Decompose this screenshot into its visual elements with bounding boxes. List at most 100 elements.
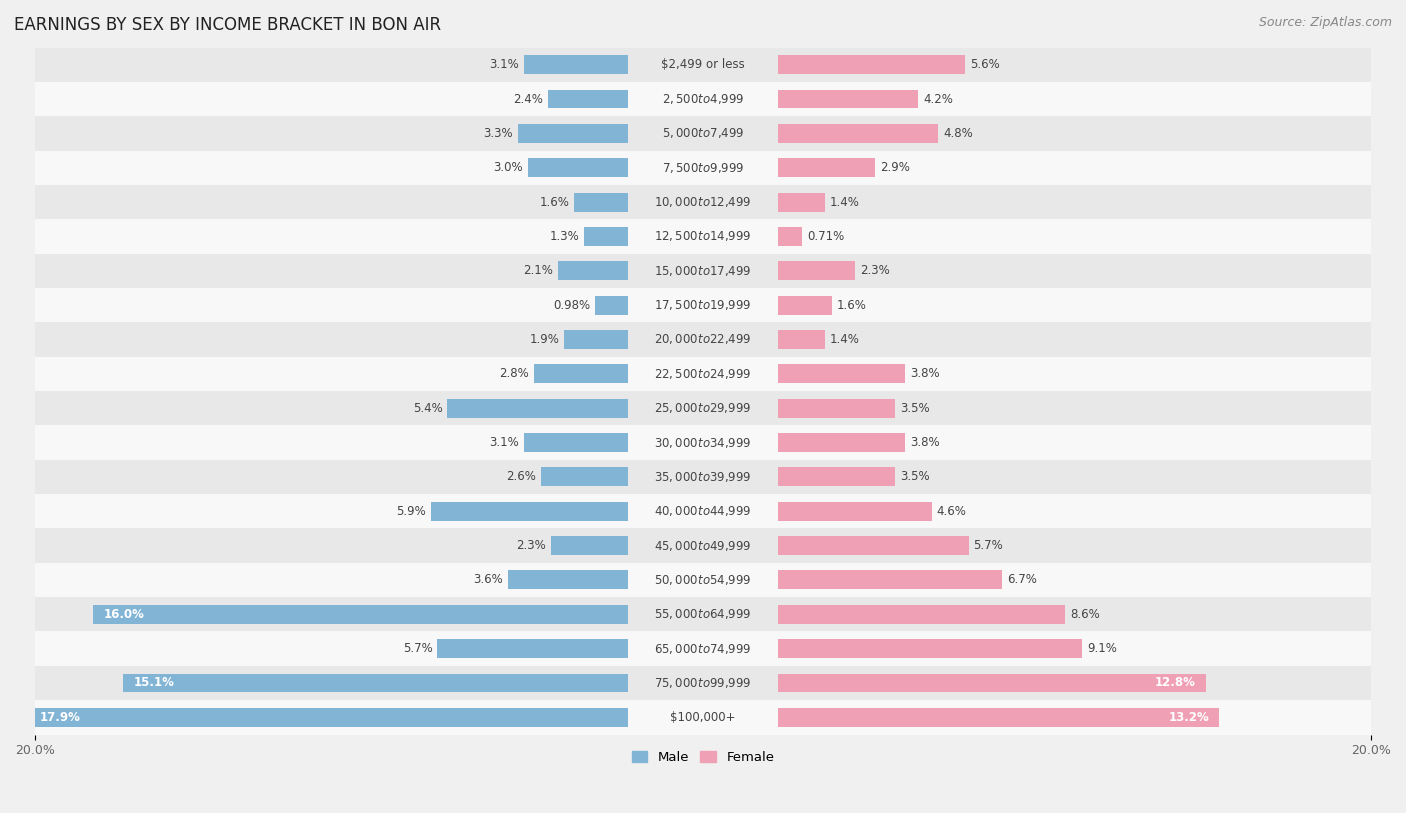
Bar	[564, 330, 628, 349]
Text: 4.6%: 4.6%	[936, 505, 967, 518]
Text: 16.0%: 16.0%	[104, 608, 145, 621]
Text: 3.1%: 3.1%	[489, 436, 519, 449]
Text: $100,000+: $100,000+	[671, 711, 735, 724]
Text: 1.4%: 1.4%	[830, 196, 860, 209]
Text: 3.5%: 3.5%	[900, 471, 929, 484]
Bar	[551, 536, 628, 555]
Bar	[778, 296, 831, 315]
Bar	[527, 159, 628, 177]
Bar	[778, 639, 1083, 658]
Bar	[778, 398, 896, 418]
Bar	[447, 398, 628, 418]
Text: $40,000 to $44,999: $40,000 to $44,999	[654, 504, 752, 518]
Legend: Male, Female: Male, Female	[626, 746, 780, 769]
Bar	[124, 673, 628, 693]
Bar	[628, 632, 778, 666]
Text: $15,000 to $17,499: $15,000 to $17,499	[654, 263, 752, 278]
Text: EARNINGS BY SEX BY INCOME BRACKET IN BON AIR: EARNINGS BY SEX BY INCOME BRACKET IN BON…	[14, 16, 441, 34]
Bar	[778, 571, 1002, 589]
Text: 3.6%: 3.6%	[472, 573, 502, 586]
Text: $22,500 to $24,999: $22,500 to $24,999	[654, 367, 752, 380]
Bar	[778, 330, 825, 349]
Bar	[628, 47, 778, 82]
Text: $75,000 to $99,999: $75,000 to $99,999	[654, 676, 752, 690]
Bar	[35, 185, 1371, 220]
Bar	[628, 391, 778, 425]
Bar	[628, 357, 778, 391]
Bar	[778, 55, 965, 74]
Text: 15.1%: 15.1%	[134, 676, 174, 689]
Bar	[778, 467, 896, 486]
Bar	[35, 425, 1371, 459]
Text: 2.3%: 2.3%	[860, 264, 890, 277]
Bar	[524, 55, 628, 74]
Bar	[35, 150, 1371, 185]
Text: $25,000 to $29,999: $25,000 to $29,999	[654, 401, 752, 415]
Bar	[558, 261, 628, 280]
Text: 13.2%: 13.2%	[1168, 711, 1209, 724]
Text: 4.8%: 4.8%	[943, 127, 973, 140]
Bar	[628, 150, 778, 185]
Bar	[628, 116, 778, 150]
Bar	[778, 673, 1206, 693]
Text: $7,500 to $9,999: $7,500 to $9,999	[662, 161, 744, 175]
Text: $2,500 to $4,999: $2,500 to $4,999	[662, 92, 744, 106]
Bar	[628, 322, 778, 357]
Bar	[35, 322, 1371, 357]
Bar	[437, 639, 628, 658]
Text: 1.6%: 1.6%	[837, 298, 866, 311]
Bar	[548, 89, 628, 108]
Text: $55,000 to $64,999: $55,000 to $64,999	[654, 607, 752, 621]
Text: 5.6%: 5.6%	[970, 59, 1000, 72]
Bar	[778, 502, 932, 520]
Text: 6.7%: 6.7%	[1007, 573, 1036, 586]
Text: 2.3%: 2.3%	[516, 539, 546, 552]
Text: 3.5%: 3.5%	[900, 402, 929, 415]
Text: $35,000 to $39,999: $35,000 to $39,999	[654, 470, 752, 484]
Text: 2.9%: 2.9%	[880, 161, 910, 174]
Text: 8.6%: 8.6%	[1070, 608, 1099, 621]
Text: 5.7%: 5.7%	[973, 539, 1004, 552]
Text: 2.1%: 2.1%	[523, 264, 553, 277]
Text: 17.9%: 17.9%	[39, 711, 80, 724]
Text: $20,000 to $22,499: $20,000 to $22,499	[654, 333, 752, 346]
Text: $12,500 to $14,999: $12,500 to $14,999	[654, 229, 752, 243]
Bar	[30, 708, 628, 727]
Text: $45,000 to $49,999: $45,000 to $49,999	[654, 538, 752, 553]
Bar	[628, 700, 778, 734]
Text: 3.0%: 3.0%	[494, 161, 523, 174]
Bar	[778, 124, 938, 143]
Bar	[517, 124, 628, 143]
Bar	[35, 254, 1371, 288]
Text: 0.71%: 0.71%	[807, 230, 844, 243]
Text: 5.4%: 5.4%	[413, 402, 443, 415]
Text: 3.3%: 3.3%	[484, 127, 513, 140]
Bar	[778, 89, 918, 108]
Text: 1.9%: 1.9%	[530, 333, 560, 346]
Bar	[628, 425, 778, 459]
Bar	[575, 193, 628, 211]
Bar	[35, 220, 1371, 254]
Bar	[35, 459, 1371, 494]
Bar	[778, 433, 905, 452]
Bar	[628, 563, 778, 597]
Text: $10,000 to $12,499: $10,000 to $12,499	[654, 195, 752, 209]
Bar	[628, 288, 778, 322]
Bar	[35, 47, 1371, 82]
Text: 3.8%: 3.8%	[910, 436, 939, 449]
Bar	[541, 467, 628, 486]
Bar	[778, 227, 801, 246]
Bar	[524, 433, 628, 452]
Text: 1.6%: 1.6%	[540, 196, 569, 209]
Bar	[35, 597, 1371, 632]
Bar	[35, 116, 1371, 150]
Text: $2,499 or less: $2,499 or less	[661, 59, 745, 72]
Text: 2.8%: 2.8%	[499, 367, 529, 380]
Bar	[628, 459, 778, 494]
Text: 9.1%: 9.1%	[1087, 642, 1116, 655]
Text: 1.3%: 1.3%	[550, 230, 579, 243]
Bar	[628, 254, 778, 288]
Bar	[93, 605, 628, 624]
Bar	[778, 708, 1219, 727]
Text: 3.1%: 3.1%	[489, 59, 519, 72]
